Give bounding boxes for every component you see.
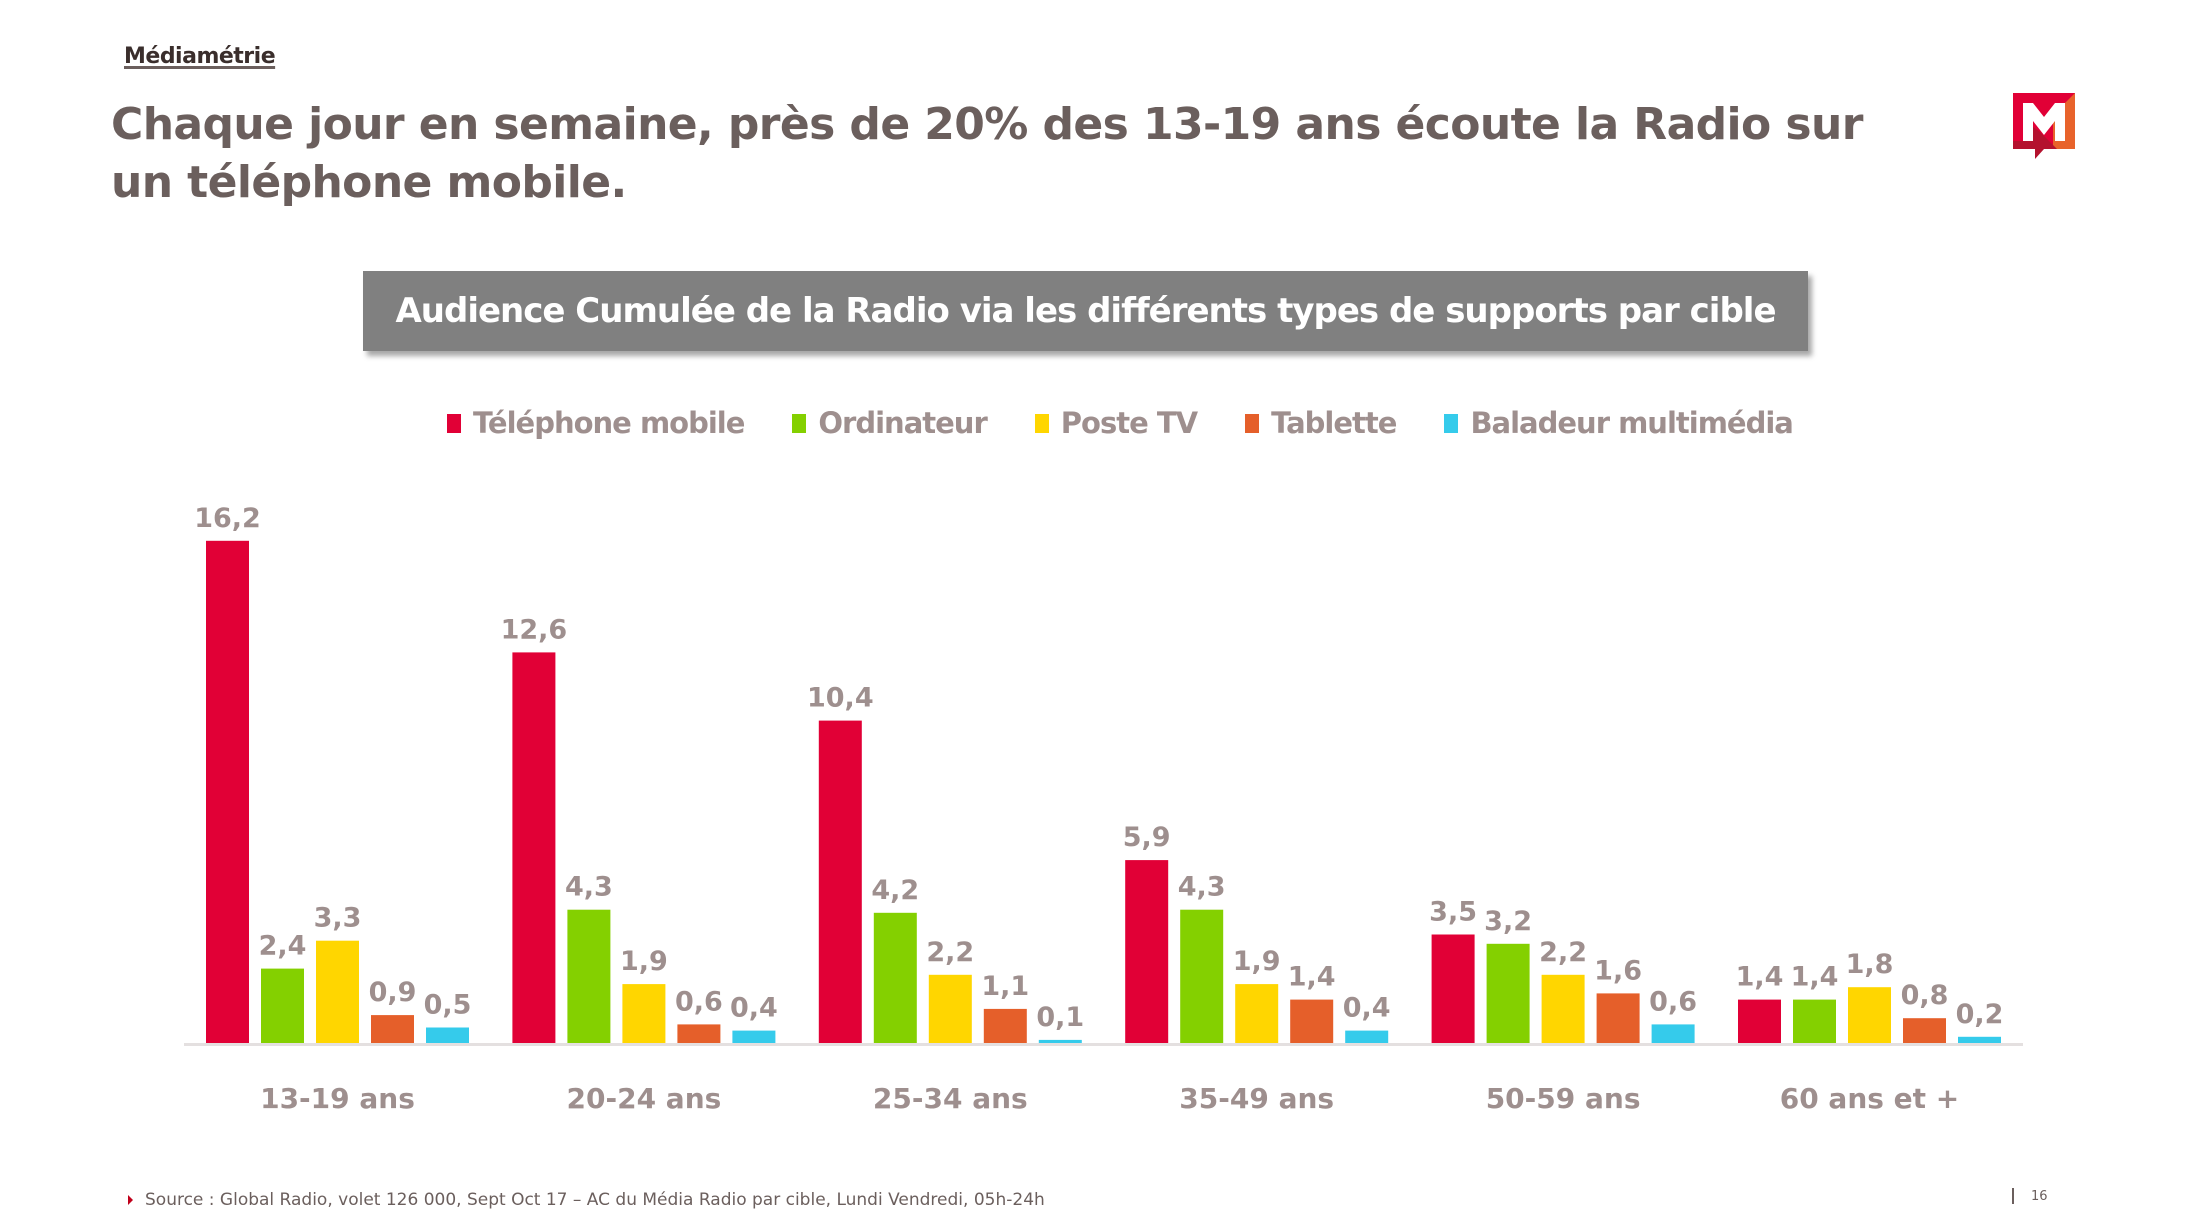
- bar: [1738, 999, 1781, 1043]
- bullet-arrow-icon: [128, 1195, 133, 1205]
- data-label: 2,2: [1539, 937, 1587, 968]
- data-label: 1,9: [1233, 946, 1281, 977]
- data-label: 12,6: [501, 614, 568, 645]
- category-label: 20-24 ans: [567, 1082, 722, 1115]
- category-label: 35-49 ans: [1179, 1082, 1334, 1115]
- data-label: 16,2: [194, 503, 261, 534]
- bar: [567, 909, 611, 1043]
- data-label: 0,8: [1901, 980, 1949, 1011]
- bar: [983, 1008, 1027, 1043]
- legend-label: Tablette: [1271, 406, 1397, 440]
- bar: [1431, 934, 1475, 1043]
- bar: [261, 968, 304, 1043]
- data-label: 3,5: [1429, 897, 1477, 928]
- bar: [1235, 984, 1279, 1043]
- legend-label: Poste TV: [1060, 406, 1198, 440]
- bar: [873, 912, 917, 1043]
- bar: [1038, 1039, 1082, 1043]
- bar: [371, 1015, 414, 1043]
- bar: [1345, 1030, 1389, 1043]
- data-label: 1,1: [981, 971, 1029, 1002]
- data-label: 0,1: [1036, 1002, 1084, 1033]
- bar: [1596, 993, 1640, 1043]
- data-label: 1,4: [1288, 962, 1336, 993]
- category-label: 25-34 ans: [873, 1082, 1028, 1115]
- bar: [1486, 943, 1530, 1043]
- data-label: 2,4: [259, 931, 307, 962]
- legend-swatch: [447, 413, 461, 433]
- legend-item-ordinateur: Ordinateur: [792, 406, 988, 440]
- data-label: 2,2: [926, 937, 974, 968]
- bar: [928, 974, 972, 1043]
- bar: [206, 540, 249, 1043]
- source-text: Source : Global Radio, volet 126 000, Se…: [145, 1190, 1045, 1210]
- legend-item-poste-tv: Poste TV: [1034, 406, 1198, 440]
- legend-item-tablette: Tablette: [1245, 406, 1397, 440]
- data-label: 0,6: [1649, 986, 1697, 1017]
- legend-swatch: [1034, 413, 1049, 433]
- bar: [677, 1024, 721, 1043]
- data-label: 1,4: [1736, 962, 1784, 993]
- page-title: Chaque jour en semaine, près de 20% des …: [111, 99, 1863, 208]
- data-label: 0,4: [730, 993, 778, 1024]
- data-label: 1,6: [1594, 955, 1642, 986]
- legend-label: Ordinateur: [818, 406, 987, 440]
- bar: [1793, 999, 1836, 1043]
- data-label: 0,2: [1956, 999, 2004, 1030]
- category-label: 13-19 ans: [260, 1082, 415, 1115]
- chart-title: Audience Cumulée de la Radio via les dif…: [395, 291, 1776, 331]
- data-label: 5,9: [1123, 822, 1171, 853]
- data-label: 4,3: [565, 872, 613, 903]
- bar: [1125, 860, 1169, 1043]
- data-label: 0,4: [1343, 993, 1391, 1024]
- category-label: 60 ans et +: [1780, 1082, 1960, 1115]
- bar: [1180, 909, 1224, 1043]
- data-label: 4,3: [1178, 872, 1226, 903]
- bar: [1541, 974, 1585, 1043]
- legend-swatch: [1444, 413, 1459, 433]
- data-label: 10,4: [807, 683, 874, 714]
- data-label: 0,9: [369, 977, 417, 1008]
- legend-item-telephone-mobile: Téléphone mobile: [447, 406, 745, 440]
- data-label: 3,2: [1484, 906, 1532, 937]
- data-label: 4,2: [871, 875, 919, 906]
- bar: [512, 652, 556, 1043]
- bar: [732, 1030, 776, 1043]
- bar: [316, 940, 359, 1043]
- brand-label: Médiamétrie: [124, 44, 276, 69]
- legend-label: Téléphone mobile: [473, 406, 745, 440]
- bar: [1651, 1024, 1695, 1043]
- data-label: 3,3: [314, 903, 362, 934]
- data-label: 0,5: [424, 990, 472, 1021]
- legend-swatch: [792, 413, 807, 433]
- bar: [622, 984, 666, 1043]
- footer-source: Source : Global Radio, volet 126 000, Se…: [128, 1190, 1045, 1210]
- bar: [426, 1027, 469, 1043]
- data-label: 0,6: [675, 986, 723, 1017]
- bar: [818, 720, 862, 1043]
- chart-legend: Téléphone mobile Ordinateur Poste TV Tab…: [447, 405, 1841, 441]
- category-label: 50-59 ans: [1486, 1082, 1641, 1115]
- data-label: 1,9: [620, 946, 668, 977]
- chart-title-banner: Audience Cumulée de la Radio via les dif…: [363, 271, 1808, 351]
- mediametrie-logo-icon: [2013, 93, 2075, 159]
- page-number: 16: [2031, 1189, 2048, 1204]
- bar: [1848, 987, 1891, 1043]
- bar: [1290, 999, 1334, 1043]
- data-label: 1,8: [1846, 949, 1894, 980]
- data-label: 1,4: [1791, 962, 1839, 993]
- page-divider: [2012, 1188, 2014, 1204]
- bar: [1958, 1036, 2001, 1043]
- legend-item-baladeur-multimedia: Baladeur multimédia: [1444, 406, 1794, 440]
- legend-swatch: [1245, 413, 1260, 433]
- bar: [1903, 1018, 1946, 1043]
- legend-label: Baladeur multimédia: [1470, 406, 1793, 440]
